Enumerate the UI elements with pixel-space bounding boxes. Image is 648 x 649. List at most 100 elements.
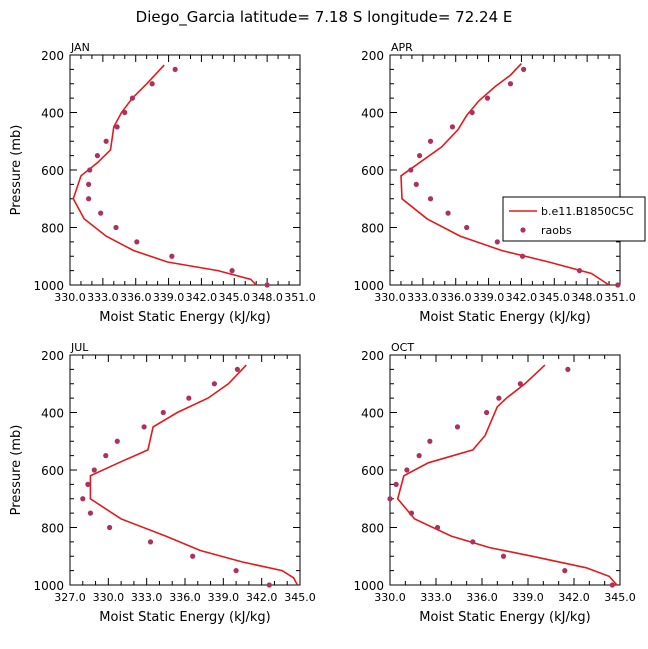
raobs-point	[484, 95, 491, 101]
x-tick-label: 345.0	[284, 591, 316, 604]
y-tick-label: 200	[41, 349, 64, 363]
raobs-point	[484, 409, 490, 416]
panel-label: APR	[391, 41, 413, 54]
x-tick-label: 327.0	[54, 591, 86, 604]
y-axis-title: Pressure (mb)	[9, 125, 24, 216]
x-tick-label: 333.0	[131, 591, 163, 604]
raobs-point	[507, 81, 514, 87]
x-tick-label: 345.0	[219, 291, 251, 304]
y-axis-title: Pressure (mb)	[9, 425, 24, 516]
y-tick-label: 600	[41, 464, 64, 478]
raobs-point	[615, 282, 621, 288]
raobs-point	[416, 453, 422, 459]
raobs-point	[454, 424, 461, 430]
y-tick-label: 600	[361, 464, 384, 478]
y-tick-label: 1000	[353, 579, 384, 593]
x-tick-label: 342.0	[186, 291, 218, 304]
raobs-point	[408, 167, 414, 173]
raobs-point	[85, 481, 91, 487]
raobs-point	[469, 109, 475, 116]
x-tick-label: 333.0	[407, 291, 439, 304]
legend-obs-label: raobs	[541, 224, 572, 237]
raobs-point	[211, 381, 217, 387]
x-tick-label: 345.0	[539, 291, 571, 304]
legend: b.e11.B1850C5C raobs	[502, 196, 646, 242]
x-tick-label: 339.0	[208, 591, 240, 604]
raobs-point	[521, 66, 527, 72]
model-line	[396, 364, 618, 586]
raobs-point	[114, 124, 120, 130]
raobs-point	[470, 539, 476, 545]
x-tick-label: 348.0	[251, 291, 283, 304]
y-tick-label: 400	[361, 407, 384, 421]
raobs-point	[98, 210, 104, 216]
y-tick-label: 1000	[33, 279, 64, 293]
x-tick-label: 330.0	[93, 591, 125, 604]
x-axis-title: Moist Static Energy (kJ/kg)	[99, 610, 270, 625]
y-tick-label: 200	[361, 49, 384, 63]
raobs-point	[229, 268, 235, 274]
raobs-point	[91, 467, 97, 473]
y-tick-label: 200	[41, 49, 64, 63]
raobs-point	[576, 268, 583, 274]
model-line	[400, 63, 610, 286]
x-tick-label: 342.0	[506, 291, 538, 304]
x-tick-label: 342.0	[246, 591, 278, 604]
y-tick-label: 800	[361, 522, 384, 536]
y-tick-label: 200	[361, 349, 384, 363]
raobs-point	[609, 582, 615, 588]
raobs-point	[233, 568, 239, 574]
raobs-point	[427, 196, 434, 202]
raobs-point	[103, 138, 109, 144]
x-tick-label: 348.0	[571, 291, 603, 304]
raobs-point	[234, 366, 240, 372]
x-tick-label: 330.0	[374, 591, 406, 604]
raobs-point	[464, 224, 470, 231]
y-tick-label: 800	[361, 222, 384, 236]
raobs-point	[169, 253, 175, 259]
x-axis-title: Moist Static Energy (kJ/kg)	[419, 310, 590, 325]
raobs-point	[427, 138, 434, 144]
y-tick-label: 1000	[33, 579, 64, 593]
raobs-point	[147, 539, 154, 545]
raobs-point	[149, 81, 155, 87]
x-axis-title: Moist Static Energy (kJ/kg)	[419, 610, 590, 625]
raobs-point	[565, 366, 571, 372]
panel-label: JUL	[70, 341, 89, 354]
raobs-point	[87, 510, 94, 516]
raobs-point	[134, 239, 140, 245]
raobs-point	[87, 167, 93, 173]
raobs-point	[416, 153, 423, 159]
raobs-point	[103, 453, 109, 459]
raobs-point	[496, 395, 502, 401]
raobs-point	[408, 510, 415, 516]
x-axis-title: Moist Static Energy (kJ/kg)	[99, 310, 270, 325]
x-tick-label: 339.0	[473, 291, 505, 304]
x-tick-label: 339.0	[153, 291, 185, 304]
raobs-point	[387, 496, 393, 502]
x-tick-label: 330.0	[54, 291, 86, 304]
y-tick-label: 600	[41, 164, 64, 178]
legend-obs-swatch	[520, 227, 526, 233]
raobs-point	[517, 381, 523, 387]
raobs-point	[404, 467, 410, 473]
raobs-point	[500, 553, 507, 559]
raobs-point	[86, 196, 92, 202]
raobs-point	[186, 395, 192, 401]
x-tick-label: 336.0	[169, 591, 201, 604]
model-line	[89, 364, 299, 586]
legend-box	[502, 196, 646, 242]
x-tick-label: 336.0	[466, 591, 498, 604]
raobs-point	[266, 582, 272, 588]
raobs-point	[114, 438, 120, 444]
x-tick-label: 330.0	[374, 291, 406, 304]
raobs-point	[94, 153, 100, 159]
raobs-point	[449, 124, 456, 130]
y-tick-label: 400	[41, 107, 64, 121]
